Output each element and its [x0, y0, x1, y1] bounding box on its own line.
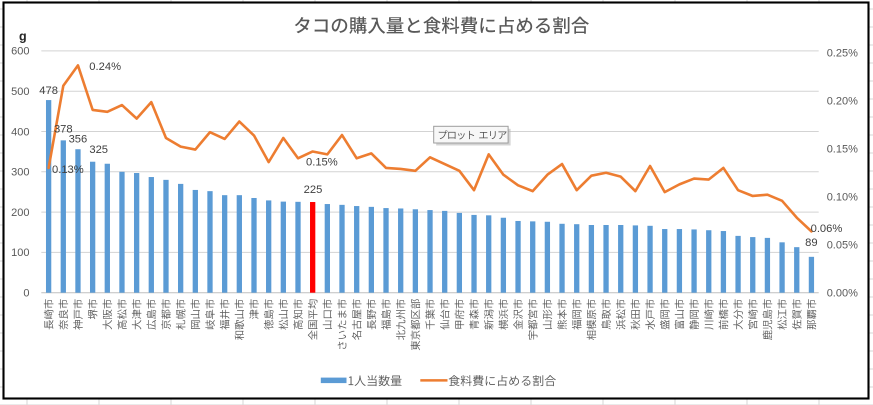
svg-text:0.13%: 0.13%: [52, 164, 84, 176]
svg-text:500: 500: [11, 86, 29, 98]
svg-text:0.25%: 0.25%: [827, 48, 858, 60]
svg-text:356: 356: [69, 133, 88, 145]
svg-text:200: 200: [11, 207, 29, 219]
svg-text:0: 0: [23, 288, 29, 300]
svg-text:100: 100: [11, 247, 29, 259]
svg-text:0.15%: 0.15%: [827, 144, 858, 156]
svg-text:325: 325: [89, 144, 108, 156]
svg-text:0.00%: 0.00%: [827, 288, 858, 300]
svg-text:g: g: [19, 30, 27, 44]
svg-text:225: 225: [304, 184, 323, 196]
svg-text:0.15%: 0.15%: [306, 157, 338, 169]
svg-text:400: 400: [11, 126, 29, 138]
svg-text:600: 600: [11, 46, 29, 58]
svg-text:0.24%: 0.24%: [89, 61, 121, 73]
svg-text:0.20%: 0.20%: [827, 96, 858, 108]
svg-text:0.06%: 0.06%: [811, 223, 843, 235]
svg-text:300: 300: [11, 167, 29, 179]
svg-text:89: 89: [805, 237, 817, 249]
svg-text:0.05%: 0.05%: [827, 240, 858, 252]
svg-text:378: 378: [54, 124, 73, 136]
svg-text:478: 478: [39, 85, 58, 97]
svg-text:0.10%: 0.10%: [827, 192, 858, 204]
